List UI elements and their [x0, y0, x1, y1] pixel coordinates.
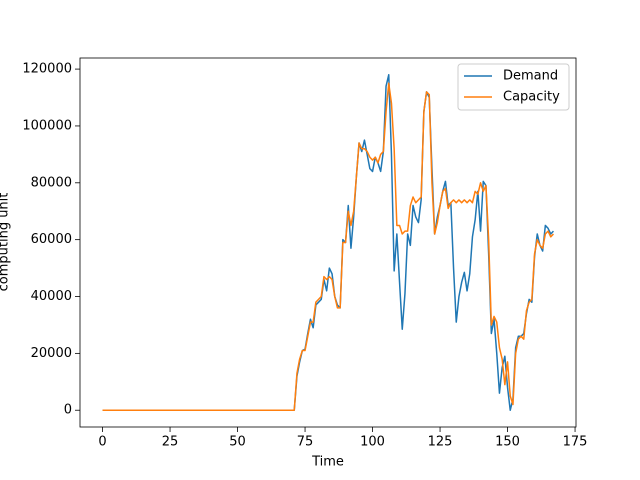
x-tick-label: 50: [229, 435, 246, 450]
y-tick-label: 60000: [31, 232, 72, 247]
x-tick-label: 175: [563, 435, 588, 450]
x-tick-label: 25: [162, 435, 179, 450]
legend-label: Demand: [503, 69, 558, 84]
y-tick-label: 100000: [22, 118, 72, 133]
axes-frame: [79, 57, 577, 428]
data-line: [102, 82, 554, 411]
y-tick-label: 120000: [22, 62, 72, 77]
x-axis-label: Time: [311, 455, 344, 470]
x-tick-label: 0: [98, 435, 106, 450]
y-tick-label: 80000: [31, 175, 72, 190]
y-axis-label: computing unit: [0, 193, 12, 292]
y-tick-label: 0: [64, 403, 72, 418]
x-tick-label: 125: [428, 435, 453, 450]
x-tick-label: 75: [297, 435, 314, 450]
y-tick-label: 40000: [31, 289, 72, 304]
x-tick-label: 150: [495, 435, 520, 450]
y-tick-label: 20000: [31, 346, 72, 361]
x-tick-label: 100: [360, 435, 385, 450]
legend-label: Capacity: [503, 90, 560, 105]
